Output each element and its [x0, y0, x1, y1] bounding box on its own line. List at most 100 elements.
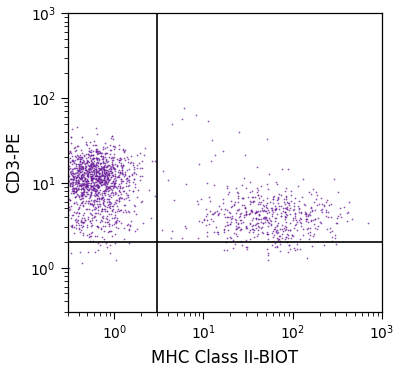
Point: [97, 179, 104, 185]
Point: [300, 226, 307, 232]
Point: [83, 181, 90, 186]
Point: [224, 222, 230, 228]
Point: [117, 156, 124, 162]
Point: [106, 228, 112, 234]
Point: [139, 158, 146, 164]
Point: [310, 199, 317, 205]
Point: [80, 212, 86, 218]
Point: [88, 186, 94, 192]
Point: [124, 175, 130, 181]
Point: [74, 156, 80, 162]
Point: [115, 169, 121, 175]
Point: [79, 180, 85, 186]
Point: [104, 174, 110, 180]
Point: [98, 179, 104, 185]
Point: [70, 176, 76, 182]
Point: [76, 226, 82, 232]
Point: [126, 197, 132, 203]
Point: [95, 207, 101, 213]
Point: [95, 189, 102, 195]
Point: [276, 203, 282, 209]
Point: [96, 167, 102, 173]
Point: [114, 203, 120, 209]
Point: [95, 193, 101, 199]
Point: [102, 154, 109, 160]
Point: [74, 191, 80, 197]
Point: [73, 210, 80, 216]
Point: [84, 214, 91, 220]
Point: [114, 156, 120, 162]
Point: [126, 209, 132, 215]
Point: [221, 229, 227, 235]
Point: [235, 193, 241, 199]
Point: [302, 202, 308, 208]
Point: [100, 154, 106, 160]
Point: [84, 232, 90, 238]
Point: [78, 200, 84, 206]
Point: [310, 231, 317, 237]
Point: [234, 189, 240, 195]
Point: [96, 170, 102, 176]
Point: [98, 225, 104, 231]
Point: [105, 162, 112, 168]
Point: [202, 222, 209, 228]
Point: [282, 209, 288, 214]
Point: [113, 163, 120, 169]
Point: [328, 238, 335, 244]
Point: [71, 188, 77, 194]
Point: [108, 174, 114, 180]
Point: [96, 148, 102, 154]
Point: [260, 202, 266, 208]
Point: [84, 182, 90, 188]
Point: [247, 210, 254, 216]
Point: [71, 165, 77, 171]
Point: [106, 217, 112, 223]
Point: [272, 206, 278, 212]
Point: [103, 163, 110, 169]
Point: [68, 161, 75, 167]
Point: [90, 156, 96, 162]
Point: [76, 167, 82, 173]
Point: [102, 223, 108, 229]
Point: [80, 173, 86, 179]
Point: [122, 169, 128, 175]
Point: [86, 148, 92, 154]
Point: [99, 195, 105, 201]
Point: [105, 184, 111, 190]
Point: [256, 198, 262, 204]
Point: [117, 169, 124, 175]
Point: [134, 194, 140, 200]
Point: [95, 155, 101, 161]
Point: [91, 173, 98, 179]
Point: [74, 143, 80, 149]
Point: [102, 179, 109, 185]
Point: [264, 231, 270, 237]
Point: [282, 223, 288, 229]
Point: [88, 176, 95, 182]
Point: [243, 237, 250, 243]
Point: [98, 150, 104, 156]
Point: [67, 169, 74, 175]
Point: [286, 227, 293, 233]
Point: [94, 197, 101, 203]
Point: [90, 166, 97, 172]
Point: [266, 171, 272, 177]
Point: [104, 166, 110, 172]
Point: [101, 160, 107, 166]
Point: [92, 213, 98, 219]
Point: [96, 203, 103, 209]
Point: [254, 216, 261, 222]
Point: [110, 165, 116, 171]
Point: [224, 185, 230, 191]
Point: [265, 252, 271, 258]
Point: [103, 186, 110, 192]
Point: [79, 150, 86, 156]
Point: [250, 229, 256, 235]
Point: [131, 164, 138, 170]
Point: [91, 169, 98, 175]
Point: [98, 176, 104, 182]
Point: [82, 141, 89, 147]
Point: [125, 192, 131, 198]
Point: [209, 137, 216, 143]
Point: [91, 166, 98, 172]
